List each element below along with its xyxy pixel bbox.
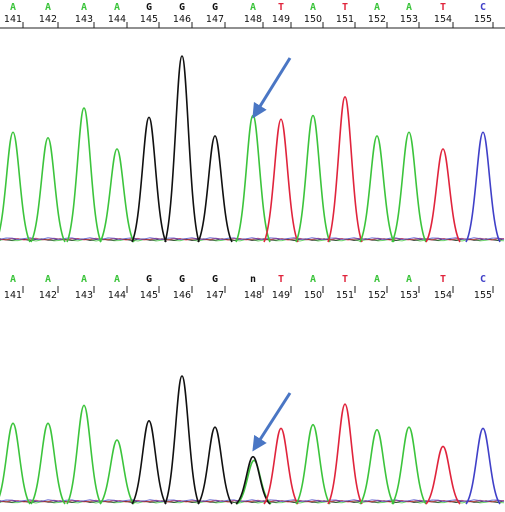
base-call-letter: A — [10, 2, 16, 13]
base-call-letter: G — [146, 2, 152, 13]
trace-peak — [295, 114, 331, 243]
position-label: 150 — [304, 14, 322, 25]
trace-peak — [295, 423, 331, 505]
trace-peak — [197, 426, 233, 505]
position-label: 152 — [368, 14, 386, 25]
trace-peak — [359, 135, 395, 243]
base-call-letter: A — [406, 2, 412, 13]
position-label: 151 — [336, 290, 354, 301]
base-call-letter: A — [406, 274, 412, 285]
position-label: 142 — [39, 290, 57, 301]
base-call-letter: A — [10, 274, 16, 285]
position-label: 149 — [272, 14, 290, 25]
base-call-letter: A — [114, 274, 120, 285]
base-call-letter: A — [114, 2, 120, 13]
position-label: 154 — [434, 14, 452, 25]
trace-peak — [66, 107, 102, 243]
position-label: 147 — [206, 14, 224, 25]
trace-peak — [131, 419, 167, 505]
base-call-letter: T — [342, 2, 348, 13]
trace-peak — [235, 455, 271, 505]
trace-peak — [235, 114, 271, 243]
position-label: 154 — [434, 290, 452, 301]
trace-peak — [425, 148, 461, 243]
position-label: 146 — [173, 290, 191, 301]
position-label: 141 — [4, 14, 22, 25]
position-label: 155 — [474, 14, 492, 25]
base-call-letter: G — [212, 2, 218, 13]
base-call-letter: A — [81, 2, 87, 13]
baseline-noise — [0, 499, 505, 503]
base-call-letter: G — [179, 2, 185, 13]
base-call-letter: n — [250, 274, 256, 285]
trace-peak — [391, 426, 427, 505]
position-label: 144 — [108, 14, 126, 25]
position-label: 145 — [140, 14, 158, 25]
position-label: 148 — [244, 290, 262, 301]
position-label: 153 — [400, 290, 418, 301]
trace-peak — [425, 445, 461, 505]
position-label: 149 — [272, 290, 290, 301]
base-call-letter: A — [45, 274, 51, 285]
position-label: 147 — [206, 290, 224, 301]
baseline-noise — [0, 237, 505, 241]
trace-peak — [327, 403, 363, 505]
mutation-arrow — [252, 392, 292, 452]
base-call-letter: C — [480, 274, 486, 285]
trace-peak — [263, 427, 299, 505]
base-call-letter: T — [342, 274, 348, 285]
trace-peak — [30, 422, 66, 505]
trace-peak — [164, 375, 200, 505]
trace-peak — [164, 55, 200, 243]
base-call-letter: A — [374, 274, 380, 285]
base-call-letter: T — [440, 274, 446, 285]
position-label: 148 — [244, 14, 262, 25]
trace-peak — [0, 131, 31, 243]
base-call-letter: T — [278, 274, 284, 285]
base-call-letter: T — [278, 2, 284, 13]
base-call-letter: G — [146, 274, 152, 285]
mutation-arrow — [252, 57, 292, 119]
base-call-letter: G — [179, 274, 185, 285]
position-label: 145 — [140, 290, 158, 301]
base-call-letter: A — [250, 2, 256, 13]
trace-peak — [66, 404, 102, 505]
trace-peak — [465, 427, 501, 505]
top-trace-panel: A A A A G G G A T A T A A T C 141 142 143 144 145 146 147 148 1… — [0, 2, 505, 243]
trace-peak — [465, 131, 501, 243]
position-label: 152 — [368, 290, 386, 301]
position-label: 151 — [336, 14, 354, 25]
trace-peak — [99, 439, 135, 505]
base-call-letter: A — [310, 274, 316, 285]
trace-peak — [30, 137, 66, 243]
position-label: 150 — [304, 290, 322, 301]
trace-peak — [197, 135, 233, 243]
base-call-letter: A — [374, 2, 380, 13]
base-call-letter: A — [81, 274, 87, 285]
position-label: 142 — [39, 14, 57, 25]
position-label: 146 — [173, 14, 191, 25]
trace-peak — [359, 428, 395, 505]
base-call-letter: A — [310, 2, 316, 13]
position-label: 144 — [108, 290, 126, 301]
base-call-letter: G — [212, 274, 218, 285]
position-label: 143 — [75, 14, 93, 25]
trace-peak — [0, 422, 31, 505]
position-label: 141 — [4, 290, 22, 301]
base-call-letter: C — [480, 2, 486, 13]
base-call-letter: T — [440, 2, 446, 13]
trace-peak — [131, 116, 167, 243]
trace-peak — [327, 96, 363, 243]
position-label: 153 — [400, 14, 418, 25]
position-label: 155 — [474, 290, 492, 301]
position-label: 143 — [75, 290, 93, 301]
base-call-letter: A — [45, 2, 51, 13]
trace-peak — [99, 148, 135, 243]
trace-peak — [391, 131, 427, 243]
trace-peak — [263, 118, 299, 243]
